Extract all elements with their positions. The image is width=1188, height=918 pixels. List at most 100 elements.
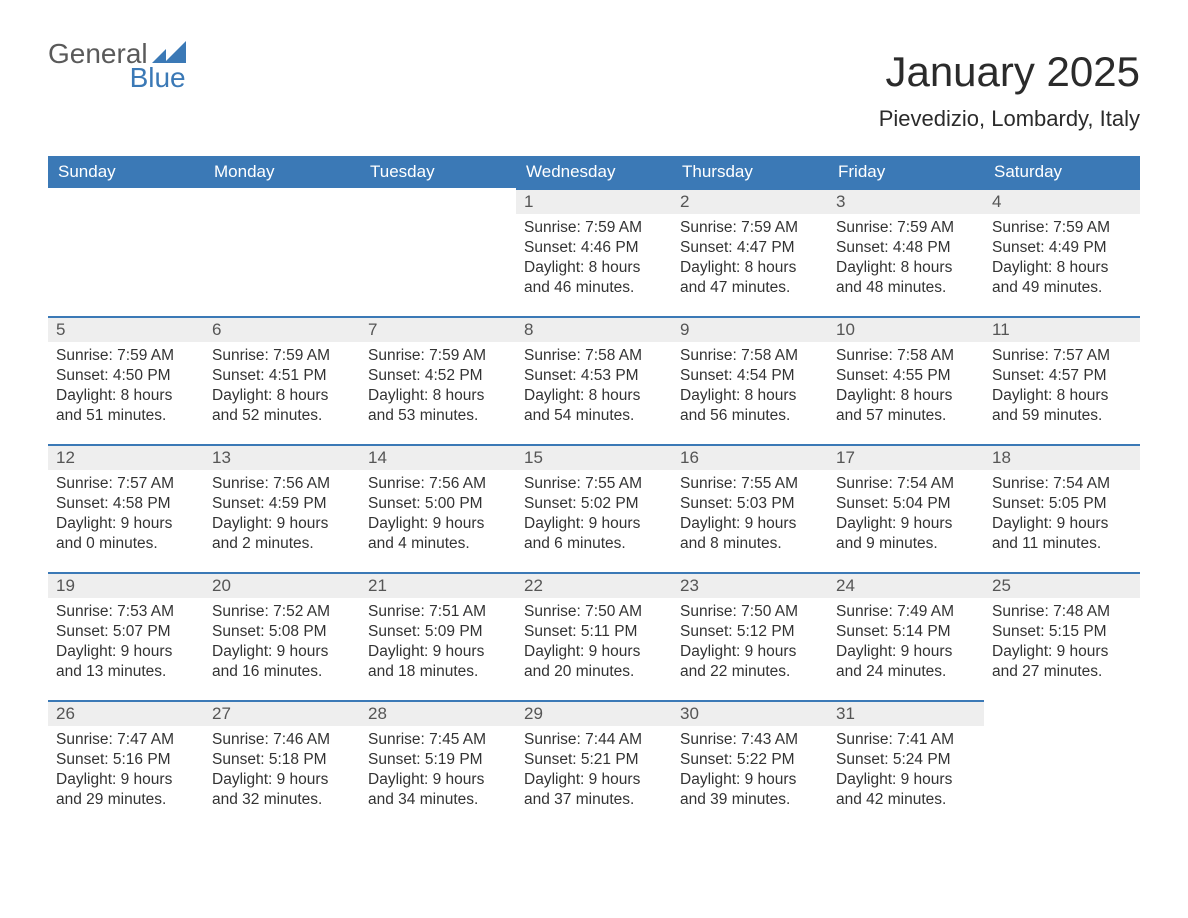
sunset-label: Sunset: bbox=[368, 751, 425, 768]
sunset-label: Sunset: bbox=[680, 751, 737, 768]
daylight-label: Daylight: bbox=[368, 515, 433, 532]
sunset-value: 4:59 PM bbox=[269, 495, 327, 512]
daylight-minutes: 2 bbox=[242, 535, 251, 552]
hours-word: hours bbox=[753, 387, 796, 404]
sunset-line: Sunset: 4:50 PM bbox=[56, 366, 196, 386]
sunrise-line: Sunrise: 7:55 AM bbox=[680, 474, 820, 494]
day-number: 12 bbox=[48, 446, 204, 470]
hours-word: hours bbox=[441, 515, 484, 532]
daylight-minutes: 11 bbox=[1022, 535, 1038, 552]
and-word: and bbox=[992, 663, 1022, 680]
daylight-hours: 9 bbox=[1057, 515, 1066, 532]
sunset-value: 4:49 PM bbox=[1049, 239, 1107, 256]
and-word: and bbox=[680, 535, 710, 552]
sunset-label: Sunset: bbox=[56, 751, 113, 768]
minutes-word: minutes. bbox=[415, 663, 478, 680]
hours-word: hours bbox=[285, 771, 328, 788]
calendar-day: 1Sunrise: 7:59 AMSunset: 4:46 PMDaylight… bbox=[516, 188, 672, 316]
minutes-word: minutes. bbox=[259, 663, 322, 680]
sunrise-label: Sunrise: bbox=[524, 603, 585, 620]
day-number: 4 bbox=[984, 190, 1140, 214]
sunrise-value: 7:58 AM bbox=[741, 347, 798, 364]
day-wrap: 18Sunrise: 7:54 AMSunset: 5:05 PMDayligh… bbox=[984, 444, 1140, 565]
sunset-label: Sunset: bbox=[524, 751, 581, 768]
day-body: Sunrise: 7:59 AMSunset: 4:51 PMDaylight:… bbox=[204, 342, 360, 437]
calendar-table: SundayMondayTuesdayWednesdayThursdayFrid… bbox=[48, 156, 1140, 828]
day-header: Wednesday bbox=[516, 156, 672, 188]
hours-word: hours bbox=[129, 771, 172, 788]
calendar-day: 31Sunrise: 7:41 AMSunset: 5:24 PMDayligh… bbox=[828, 700, 984, 828]
sunrise-value: 7:44 AM bbox=[585, 731, 642, 748]
sunset-label: Sunset: bbox=[524, 495, 581, 512]
daylight-hours: 9 bbox=[901, 515, 910, 532]
day-body: Sunrise: 7:49 AMSunset: 5:14 PMDaylight:… bbox=[828, 598, 984, 693]
daylight-line2: and 22 minutes. bbox=[680, 662, 820, 682]
sunrise-line: Sunrise: 7:49 AM bbox=[836, 602, 976, 622]
daylight-label: Daylight: bbox=[524, 387, 589, 404]
daylight-hours: 9 bbox=[745, 643, 754, 660]
sunset-line: Sunset: 4:46 PM bbox=[524, 238, 664, 258]
sunrise-label: Sunrise: bbox=[680, 219, 741, 236]
sunset-label: Sunset: bbox=[680, 623, 737, 640]
sunrise-value: 7:59 AM bbox=[897, 219, 954, 236]
brand-line2: Blue bbox=[48, 64, 186, 92]
daylight-hours: 9 bbox=[277, 643, 286, 660]
day-wrap: 19Sunrise: 7:53 AMSunset: 5:07 PMDayligh… bbox=[48, 572, 204, 693]
daylight-hours: 9 bbox=[901, 643, 910, 660]
daylight-minutes: 53 bbox=[398, 407, 415, 424]
sunrise-line: Sunrise: 7:56 AM bbox=[368, 474, 508, 494]
day-body: Sunrise: 7:47 AMSunset: 5:16 PMDaylight:… bbox=[48, 726, 204, 821]
minutes-word: minutes. bbox=[251, 535, 314, 552]
sunset-value: 5:22 PM bbox=[737, 751, 795, 768]
hours-word: hours bbox=[909, 387, 952, 404]
and-word: and bbox=[836, 279, 866, 296]
daylight-minutes: 47 bbox=[710, 279, 727, 296]
sunrise-value: 7:45 AM bbox=[429, 731, 486, 748]
sunset-line: Sunset: 5:21 PM bbox=[524, 750, 664, 770]
daylight-hours: 9 bbox=[277, 771, 286, 788]
day-number: 24 bbox=[828, 574, 984, 598]
and-word: and bbox=[524, 663, 554, 680]
sunset-label: Sunset: bbox=[992, 239, 1049, 256]
calendar-week: 26Sunrise: 7:47 AMSunset: 5:16 PMDayligh… bbox=[48, 700, 1140, 828]
sunrise-value: 7:59 AM bbox=[1053, 219, 1110, 236]
sunrise-value: 7:53 AM bbox=[117, 603, 174, 620]
sunrise-line: Sunrise: 7:47 AM bbox=[56, 730, 196, 750]
sunrise-value: 7:59 AM bbox=[741, 219, 798, 236]
daylight-minutes: 46 bbox=[554, 279, 571, 296]
daylight-line2: and 13 minutes. bbox=[56, 662, 196, 682]
calendar-day: 2Sunrise: 7:59 AMSunset: 4:47 PMDaylight… bbox=[672, 188, 828, 316]
daylight-hours: 8 bbox=[277, 387, 286, 404]
sunset-line: Sunset: 5:02 PM bbox=[524, 494, 664, 514]
sunset-value: 5:07 PM bbox=[113, 623, 171, 640]
day-number: 11 bbox=[984, 318, 1140, 342]
day-number: 14 bbox=[360, 446, 516, 470]
daylight-line2: and 52 minutes. bbox=[212, 406, 352, 426]
day-number: 16 bbox=[672, 446, 828, 470]
sunset-label: Sunset: bbox=[836, 495, 893, 512]
day-header: Thursday bbox=[672, 156, 828, 188]
sunrise-line: Sunrise: 7:59 AM bbox=[680, 218, 820, 238]
daylight-label: Daylight: bbox=[368, 387, 433, 404]
daylight-line2: and 57 minutes. bbox=[836, 406, 976, 426]
and-word: and bbox=[836, 407, 866, 424]
daylight-hours: 8 bbox=[589, 259, 598, 276]
sunrise-label: Sunrise: bbox=[680, 731, 741, 748]
sunrise-value: 7:55 AM bbox=[585, 475, 642, 492]
day-body: Sunrise: 7:59 AMSunset: 4:47 PMDaylight:… bbox=[672, 214, 828, 309]
sunrise-line: Sunrise: 7:48 AM bbox=[992, 602, 1132, 622]
day-body: Sunrise: 7:58 AMSunset: 4:55 PMDaylight:… bbox=[828, 342, 984, 437]
and-word: and bbox=[56, 791, 86, 808]
daylight-line1: Daylight: 9 hours bbox=[680, 514, 820, 534]
sunrise-label: Sunrise: bbox=[212, 731, 273, 748]
sunrise-line: Sunrise: 7:46 AM bbox=[212, 730, 352, 750]
and-word: and bbox=[56, 663, 86, 680]
sunrise-line: Sunrise: 7:56 AM bbox=[212, 474, 352, 494]
day-body: Sunrise: 7:41 AMSunset: 5:24 PMDaylight:… bbox=[828, 726, 984, 821]
daylight-line1: Daylight: 9 hours bbox=[212, 514, 352, 534]
sunset-label: Sunset: bbox=[836, 239, 893, 256]
sunset-value: 4:53 PM bbox=[581, 367, 639, 384]
day-number: 19 bbox=[48, 574, 204, 598]
sunset-value: 5:12 PM bbox=[737, 623, 795, 640]
sunset-value: 4:46 PM bbox=[581, 239, 639, 256]
